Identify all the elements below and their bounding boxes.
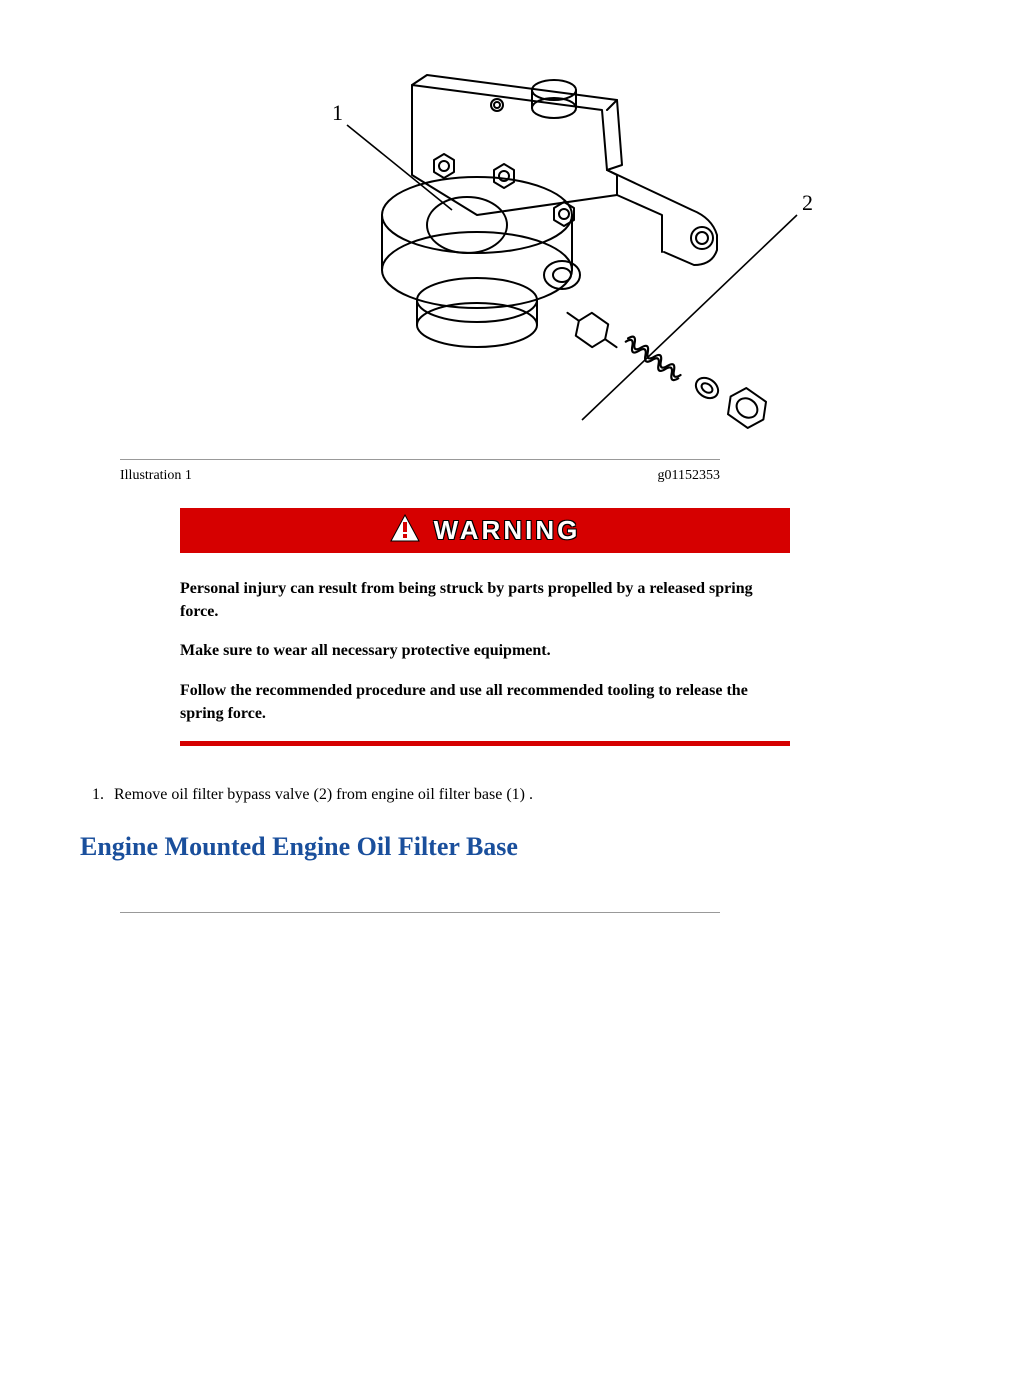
warning-banner-text: WARNING <box>434 515 581 546</box>
warning-banner: WARNING <box>180 508 790 553</box>
warning-paragraph: Follow the recommended procedure and use… <box>180 679 770 725</box>
section-heading: Engine Mounted Engine Oil Filter Base <box>80 832 944 862</box>
illustration-container: 1 2 <box>140 40 944 445</box>
illustration-caption-left: Illustration 1 <box>120 468 192 484</box>
section-divider <box>120 912 720 913</box>
illustration-callout-2: 2 <box>802 190 813 215</box>
warning-paragraph: Personal injury can result from being st… <box>180 577 770 623</box>
step-list: Remove oil filter bypass valve (2) from … <box>80 786 944 804</box>
step-item: Remove oil filter bypass valve (2) from … <box>108 786 944 804</box>
warning-triangle-icon <box>390 514 420 547</box>
illustration-callout-1: 1 <box>332 100 343 125</box>
illustration-divider <box>120 459 720 460</box>
illustration-caption-row: Illustration 1 g01152353 <box>120 468 720 484</box>
illustration-caption-right: g01152353 <box>658 468 720 484</box>
warning-paragraph: Make sure to wear all necessary protecti… <box>180 639 770 662</box>
warning-body: Personal injury can result from being st… <box>180 577 770 725</box>
illustration-svg: 1 2 <box>262 40 822 440</box>
warning-bottom-rule <box>180 741 790 746</box>
